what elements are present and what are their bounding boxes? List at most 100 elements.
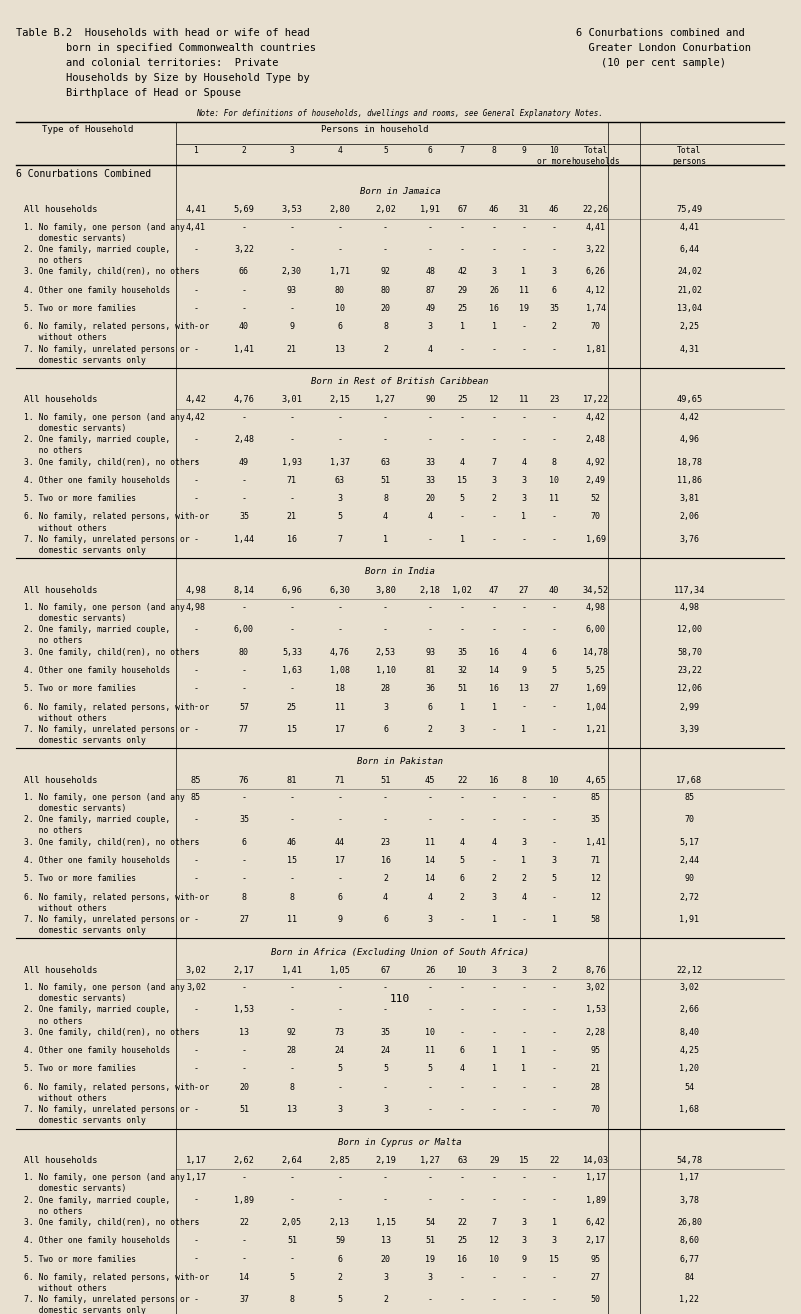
- Text: 27: 27: [239, 915, 249, 924]
- Text: 4,41: 4,41: [186, 205, 207, 214]
- Text: -: -: [289, 1005, 295, 1014]
- Text: 58,70: 58,70: [677, 648, 702, 657]
- Text: -: -: [492, 1105, 497, 1114]
- Text: 29: 29: [489, 1156, 500, 1166]
- Text: -: -: [492, 603, 497, 612]
- Text: 51: 51: [380, 476, 391, 485]
- Text: 2,13: 2,13: [330, 1218, 350, 1227]
- Text: -: -: [194, 435, 199, 444]
- Text: 3. One family, child(ren), no others: 3. One family, child(ren), no others: [24, 267, 199, 276]
- Text: -: -: [194, 915, 199, 924]
- Text: -: -: [428, 983, 433, 992]
- Text: 87: 87: [425, 285, 435, 294]
- Text: 1,69: 1,69: [586, 535, 606, 544]
- Text: -: -: [460, 1105, 465, 1114]
- Text: -: -: [521, 603, 526, 612]
- Text: -: -: [383, 816, 388, 824]
- Text: -: -: [194, 1064, 199, 1074]
- Text: 6. No family, related persons, with or
   without others: 6. No family, related persons, with or w…: [24, 512, 209, 532]
- Text: -: -: [241, 1046, 247, 1055]
- Text: -: -: [337, 244, 342, 254]
- Text: 1,41: 1,41: [234, 344, 254, 353]
- Text: 16: 16: [457, 1255, 467, 1264]
- Text: -: -: [194, 1218, 199, 1227]
- Text: 3: 3: [552, 1236, 557, 1246]
- Text: 90: 90: [684, 874, 694, 883]
- Text: -: -: [194, 703, 199, 711]
- Text: -: -: [552, 838, 557, 846]
- Text: 2: 2: [521, 874, 526, 883]
- Text: -: -: [241, 1173, 247, 1183]
- Text: 8,40: 8,40: [679, 1028, 699, 1037]
- Text: 3: 3: [521, 476, 526, 485]
- Text: 3: 3: [552, 267, 557, 276]
- Text: 13: 13: [380, 1236, 391, 1246]
- Text: -: -: [521, 435, 526, 444]
- Text: 9: 9: [289, 322, 295, 331]
- Text: 2. One family, married couple,
   no others: 2. One family, married couple, no others: [24, 625, 171, 645]
- Text: 13: 13: [519, 685, 529, 694]
- Text: 5: 5: [337, 1296, 342, 1305]
- Text: 3,22: 3,22: [586, 244, 606, 254]
- Text: -: -: [492, 244, 497, 254]
- Text: 117,34: 117,34: [674, 586, 705, 595]
- Text: 15: 15: [287, 855, 297, 865]
- Text: 2: 2: [552, 322, 557, 331]
- Text: 92: 92: [287, 1028, 297, 1037]
- Text: 2,17: 2,17: [233, 966, 255, 975]
- Text: 1,53: 1,53: [586, 1005, 606, 1014]
- Text: 23,22: 23,22: [677, 666, 702, 675]
- Text: Note: For definitions of households, dwellings and rooms, see General Explanator: Note: For definitions of households, dwe…: [196, 109, 603, 118]
- Text: 3,53: 3,53: [281, 205, 303, 214]
- Text: Born in Africa (Excluding Union of South Africa): Born in Africa (Excluding Union of South…: [271, 947, 529, 957]
- Text: 1: 1: [521, 855, 526, 865]
- Text: 3,02: 3,02: [186, 966, 207, 975]
- Text: 54: 54: [425, 1218, 435, 1227]
- Text: 18: 18: [335, 685, 345, 694]
- Text: -: -: [428, 435, 433, 444]
- Text: -: -: [289, 685, 295, 694]
- Text: -: -: [194, 874, 199, 883]
- Text: 3: 3: [552, 855, 557, 865]
- Text: -: -: [521, 915, 526, 924]
- Text: -: -: [289, 1196, 295, 1205]
- Text: Born in Cyprus or Malta: Born in Cyprus or Malta: [338, 1138, 461, 1147]
- Text: -: -: [552, 1173, 557, 1183]
- Text: -: -: [194, 344, 199, 353]
- Text: 49: 49: [239, 457, 249, 466]
- Text: 4: 4: [383, 512, 388, 522]
- Text: 4: 4: [428, 344, 433, 353]
- Text: 3. One family, child(ren), no others: 3. One family, child(ren), no others: [24, 838, 199, 846]
- Text: 22: 22: [239, 1218, 249, 1227]
- Text: -: -: [383, 1083, 388, 1092]
- Text: -: -: [460, 603, 465, 612]
- Text: 80: 80: [239, 648, 249, 657]
- Text: 44: 44: [335, 838, 345, 846]
- Text: 8: 8: [383, 494, 388, 503]
- Text: 46: 46: [287, 838, 297, 846]
- Text: 3: 3: [428, 1273, 433, 1282]
- Text: 93: 93: [287, 285, 297, 294]
- Text: 4. Other one family households: 4. Other one family households: [24, 476, 171, 485]
- Text: 6: 6: [552, 285, 557, 294]
- Text: 12,06: 12,06: [677, 685, 702, 694]
- Text: -: -: [194, 685, 199, 694]
- Text: Born in Pakistan: Born in Pakistan: [357, 757, 443, 766]
- Text: -: -: [194, 476, 199, 485]
- Text: 6: 6: [428, 703, 433, 711]
- Text: 3: 3: [383, 1105, 388, 1114]
- Text: 1. No family, one person (and any
   domestic servants): 1. No family, one person (and any domest…: [24, 222, 185, 243]
- Text: 51: 51: [239, 1105, 249, 1114]
- Text: -: -: [194, 1273, 199, 1282]
- Text: 67: 67: [380, 966, 391, 975]
- Text: 24: 24: [380, 1046, 391, 1055]
- Text: 11,86: 11,86: [677, 476, 702, 485]
- Text: 95: 95: [591, 1046, 601, 1055]
- Text: All households: All households: [24, 775, 98, 784]
- Text: -: -: [552, 1105, 557, 1114]
- Text: 16: 16: [287, 535, 297, 544]
- Text: -: -: [521, 1273, 526, 1282]
- Text: 19: 19: [519, 304, 529, 313]
- Text: -: -: [383, 1173, 388, 1183]
- Text: -: -: [460, 413, 465, 422]
